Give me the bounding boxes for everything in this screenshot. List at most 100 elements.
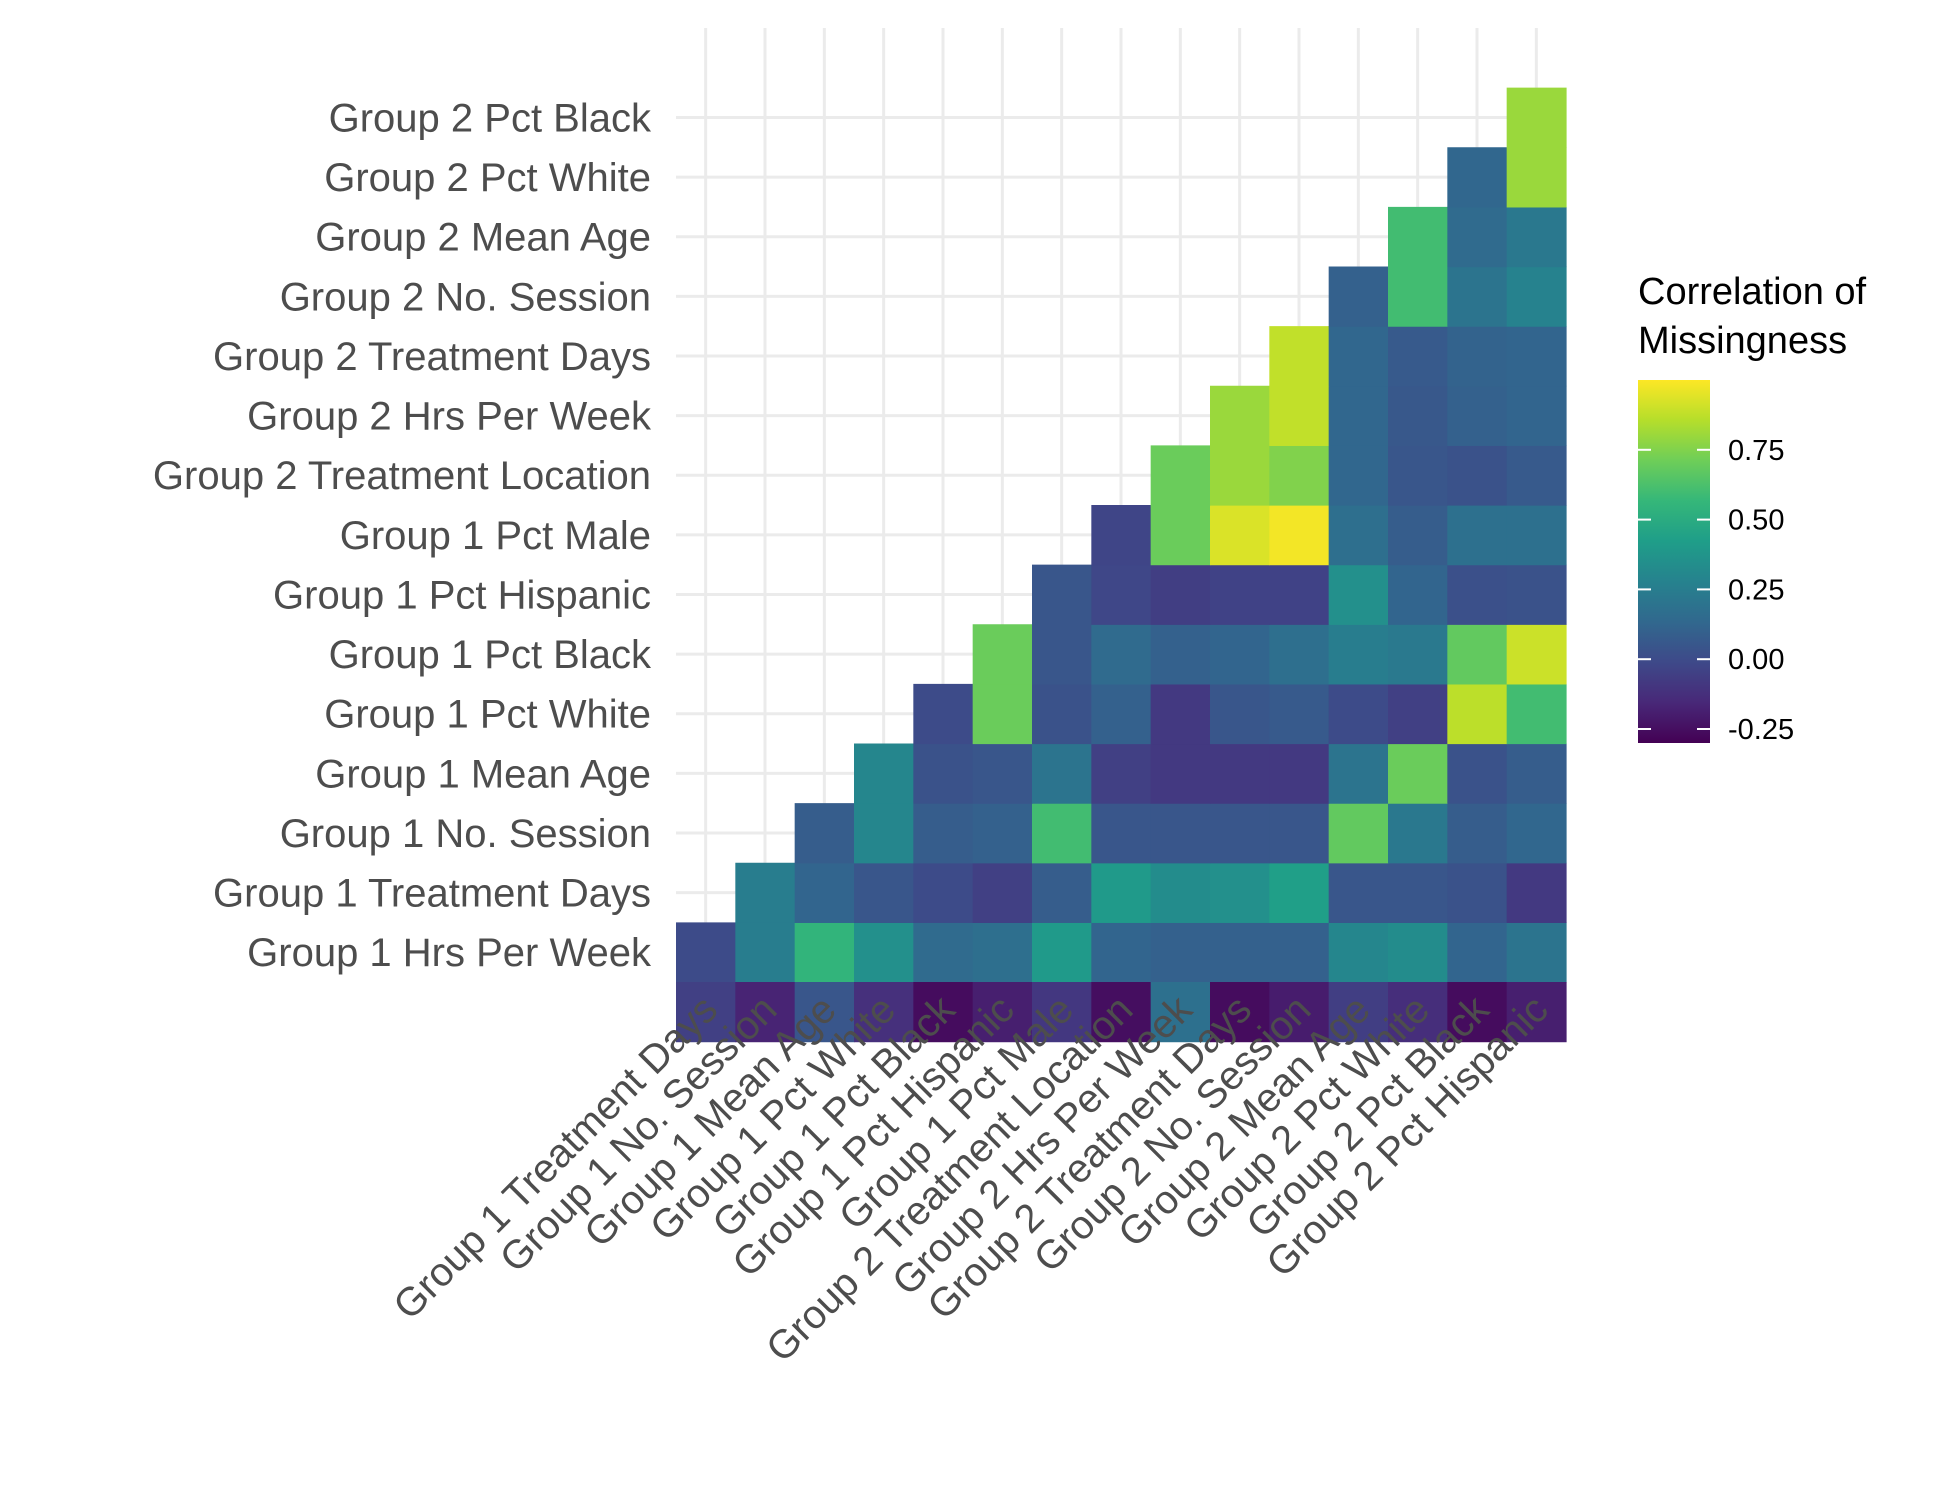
heatmap-cell — [1388, 266, 1448, 327]
colorbar-tick-label: 0.00 — [1728, 644, 1784, 676]
heatmap-cell — [1269, 862, 1330, 923]
heatmap-cell — [1506, 266, 1567, 327]
heatmap-cell — [1210, 445, 1270, 506]
heatmap-cell — [1447, 683, 1508, 745]
heatmap-cell — [1506, 87, 1567, 148]
heatmap-cell — [1091, 564, 1152, 625]
heatmap-cell — [972, 743, 1033, 804]
heatmap-cell — [1447, 982, 1508, 1043]
heatmap-cell — [1150, 743, 1211, 804]
colorbar-tick-label: 0.25 — [1728, 574, 1784, 606]
heatmap-cell — [1210, 982, 1270, 1043]
heatmap-cell — [1506, 564, 1567, 625]
heatmap-cell — [1150, 862, 1211, 923]
heatmap-cell — [1388, 862, 1448, 923]
heatmap-cell — [1447, 862, 1508, 923]
heatmap-cell — [794, 862, 855, 923]
heatmap-cell — [1506, 326, 1567, 387]
colorbar-tick-label: 0.50 — [1728, 505, 1784, 537]
y-tick-label: Group 2 Pct White — [324, 156, 651, 200]
heatmap-cell — [972, 862, 1033, 923]
heatmap-cell — [1328, 326, 1389, 387]
y-tick-label: Group 2 Pct Black — [329, 96, 652, 140]
y-tick-label: Group 1 Pct Hispanic — [273, 573, 651, 617]
heatmap-cell — [972, 922, 1033, 983]
heatmap-cell — [1447, 505, 1508, 566]
heatmap-cell — [1032, 803, 1092, 864]
heatmap-cell — [1210, 683, 1270, 745]
heatmap-cell — [1269, 564, 1330, 625]
heatmap-cell — [1388, 564, 1448, 625]
heatmap-cell — [1328, 922, 1389, 983]
y-tick-label: Group 2 Hrs Per Week — [247, 395, 652, 439]
y-tick-label: Group 1 Mean Age — [315, 752, 651, 796]
heatmap-cell — [1388, 326, 1448, 387]
heatmap-cell — [1091, 743, 1152, 804]
heatmap-cell — [1388, 385, 1448, 446]
heatmap-cell — [972, 624, 1033, 685]
colorbar-tick-label: 0.75 — [1728, 435, 1784, 467]
heatmap-cell — [1447, 206, 1508, 268]
heatmap-cell — [854, 862, 914, 923]
heatmap-cell — [972, 982, 1033, 1043]
heatmap-cell — [1447, 326, 1508, 387]
heatmap-cell — [913, 803, 974, 864]
heatmap-cell — [1091, 862, 1152, 923]
heatmap-cell — [1150, 624, 1211, 685]
heatmap-cell — [854, 743, 914, 804]
colorbar-tick-label: -0.25 — [1728, 714, 1794, 746]
heatmap-cell — [1506, 385, 1567, 446]
heatmap-cell — [1447, 147, 1508, 208]
heatmap-cell — [972, 683, 1033, 745]
heatmap-cell — [1447, 624, 1508, 685]
heatmap-cell — [1210, 743, 1270, 804]
heatmap-cell — [1328, 385, 1389, 446]
heatmap-cell — [1091, 505, 1152, 566]
heatmap-cell — [1269, 326, 1330, 387]
heatmap-cell — [1447, 445, 1508, 506]
y-tick-label: Group 1 Pct Male — [340, 514, 651, 558]
heatmap-cell — [1091, 683, 1152, 745]
legend-title-line-1: Correlation of — [1638, 271, 1867, 313]
heatmap-cell — [1506, 982, 1567, 1043]
heatmap-cell — [1447, 266, 1508, 327]
heatmap-cell — [1506, 862, 1567, 923]
heatmap-cell — [1269, 803, 1330, 864]
heatmap-cell — [1150, 982, 1211, 1043]
colorbar-legend: Correlation of Missingness 0.750.500.250… — [1638, 271, 1867, 746]
heatmap-cell — [1210, 385, 1270, 446]
heatmap-cell — [854, 982, 914, 1043]
heatmap-cell — [1388, 982, 1448, 1043]
y-tick-label: Group 1 No. Session — [280, 812, 651, 856]
heatmap-cell — [1328, 803, 1389, 864]
heatmap-cell — [1210, 803, 1270, 864]
heatmap-cell — [735, 982, 796, 1043]
heatmap-cell — [1506, 445, 1567, 506]
heatmap-cell — [1447, 385, 1508, 446]
heatmap-cell — [1328, 266, 1389, 327]
heatmap-cell — [735, 922, 796, 983]
heatmap-cell — [1506, 624, 1567, 685]
heatmap-cell — [1210, 624, 1270, 685]
heatmap-cell — [1388, 505, 1448, 566]
heatmap-cells — [676, 87, 1567, 1043]
heatmap-cell — [1091, 624, 1152, 685]
heatmap-cell — [1091, 922, 1152, 983]
heatmap-cell — [1388, 445, 1448, 506]
heatmap-cell — [1328, 445, 1389, 506]
y-tick-label: Group 1 Hrs Per Week — [247, 931, 652, 975]
heatmap-cell — [1447, 803, 1508, 864]
y-tick-label: Group 2 No. Session — [280, 275, 651, 319]
heatmap-cell — [1032, 862, 1092, 923]
heatmap-cell — [794, 982, 855, 1043]
heatmap-cell — [1506, 743, 1567, 804]
heatmap-cell — [1032, 982, 1092, 1043]
y-axis-labels: Group 1 Hrs Per Week Group 1 Treatment Da… — [153, 96, 652, 975]
heatmap-cell — [913, 982, 974, 1043]
heatmap-cell — [1091, 982, 1152, 1043]
heatmap-cell — [1506, 922, 1567, 983]
heatmap-cell — [1447, 922, 1508, 983]
heatmap-cell — [794, 803, 855, 864]
